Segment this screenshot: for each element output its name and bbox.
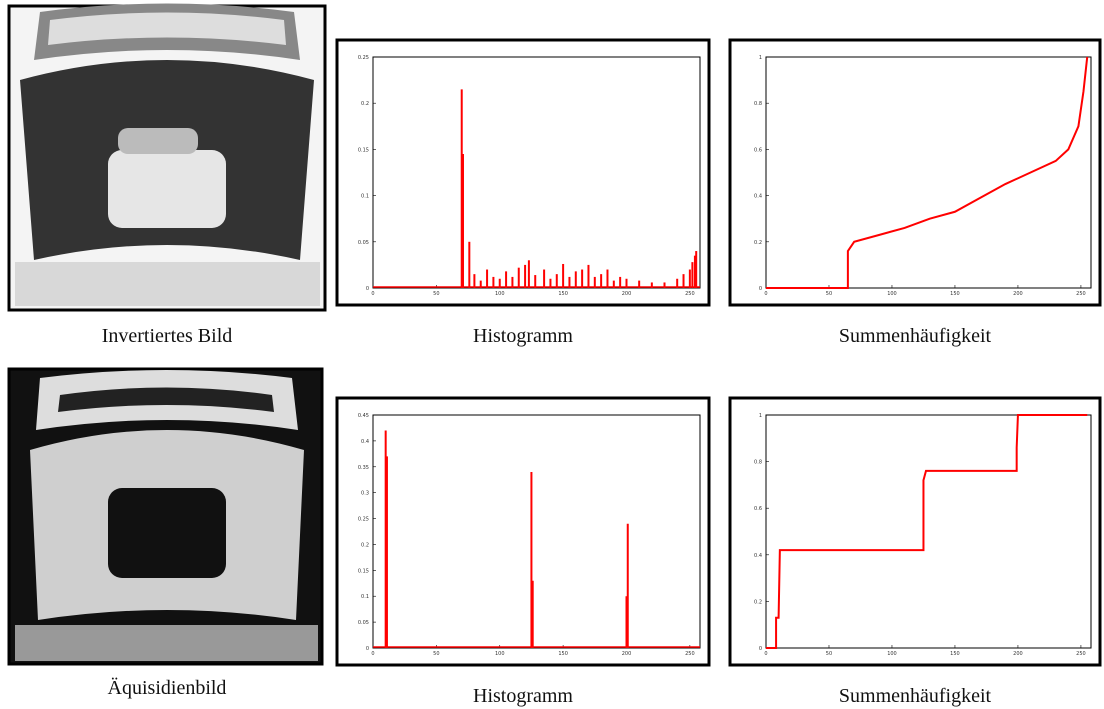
chart-caption: Histogramm	[473, 685, 573, 707]
y-tick-label: 0.25	[358, 55, 369, 61]
y-tick-label: 0.15	[358, 568, 369, 574]
x-tick-label: 200	[1013, 291, 1023, 297]
y-tick-label: 0.25	[358, 517, 369, 523]
x-tick-label: 250	[1076, 651, 1086, 657]
y-tick-label: 0	[366, 646, 369, 652]
image-caption: Äquisidienbild	[108, 676, 227, 699]
x-tick-label: 50	[826, 651, 832, 657]
x-tick-label: 150	[558, 651, 568, 657]
y-tick-label: 0.35	[358, 465, 369, 471]
y-tick-label: 0.05	[358, 240, 369, 246]
x-tick-label: 50	[433, 651, 439, 657]
y-tick-label: 0.2	[361, 542, 369, 548]
y-tick-label: 0.15	[358, 147, 369, 153]
y-tick-label: 1	[759, 413, 762, 419]
chart-frame	[728, 38, 1102, 307]
y-tick-label: 0.3	[361, 491, 369, 497]
plot-area	[372, 56, 701, 289]
x-tick-label: 0	[371, 291, 374, 297]
plot-area	[765, 56, 1092, 289]
chart-frame	[728, 396, 1102, 667]
plot-area	[765, 414, 1092, 649]
x-tick-label: 0	[764, 291, 767, 297]
y-tick-label: 0	[759, 646, 762, 652]
y-tick-label: 0.6	[754, 506, 762, 512]
y-tick-label: 0.2	[361, 101, 369, 107]
y-tick-label: 0.8	[754, 101, 762, 107]
y-tick-label: 0.4	[754, 553, 762, 559]
x-tick-label: 250	[1076, 291, 1086, 297]
x-tick-label: 150	[950, 291, 960, 297]
y-tick-label: 0.4	[754, 194, 762, 200]
plot-area	[372, 414, 701, 649]
x-tick-label: 100	[495, 291, 505, 297]
y-tick-label: 0.1	[361, 194, 369, 200]
x-tick-label: 0	[764, 651, 767, 657]
chart-frame	[335, 38, 711, 307]
x-tick-label: 100	[495, 651, 505, 657]
y-tick-label: 1	[759, 55, 762, 61]
line	[766, 414, 1088, 649]
chart-caption: Summenhäufigkeit	[839, 685, 992, 707]
x-tick-label: 200	[622, 651, 632, 657]
x-tick-label: 50	[433, 291, 439, 297]
y-tick-label: 0.2	[754, 240, 762, 246]
x-tick-label: 200	[1013, 651, 1023, 657]
y-tick-label: 0.1	[361, 594, 369, 600]
y-tick-label: 0.2	[754, 599, 762, 605]
x-tick-label: 200	[622, 291, 632, 297]
x-tick-label: 0	[371, 651, 374, 657]
y-tick-label: 0.45	[358, 413, 369, 419]
x-tick-label: 150	[558, 291, 568, 297]
x-tick-label: 150	[950, 651, 960, 657]
chart-frame	[335, 396, 711, 667]
image-caption: Invertiertes Bild	[102, 325, 233, 347]
photo-equidensity	[7, 367, 324, 666]
line	[766, 56, 1089, 289]
x-tick-label: 100	[887, 291, 897, 297]
x-tick-label: 250	[685, 651, 695, 657]
x-tick-label: 50	[826, 291, 832, 297]
chart-caption: Summenhäufigkeit	[839, 325, 992, 347]
y-tick-label: 0.05	[358, 620, 369, 626]
chart-caption: Histogramm	[473, 325, 573, 347]
x-tick-label: 100	[887, 651, 897, 657]
x-tick-label: 250	[685, 291, 695, 297]
y-tick-label: 0.8	[754, 460, 762, 466]
y-tick-label: 0.6	[754, 147, 762, 153]
y-tick-label: 0	[759, 286, 762, 292]
y-tick-label: 0	[366, 286, 369, 292]
y-tick-label: 0.4	[361, 439, 369, 445]
photo-inverted	[7, 3, 327, 312]
